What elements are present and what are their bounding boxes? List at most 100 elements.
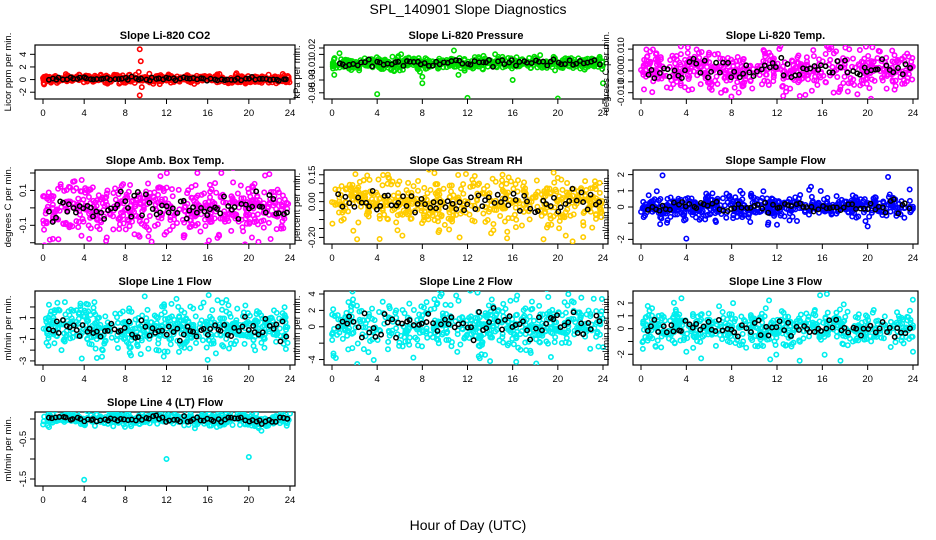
data-point (587, 313, 594, 320)
data-point (254, 221, 261, 228)
hourly-point (453, 206, 460, 213)
data-point (184, 200, 191, 207)
hourly-point (800, 203, 807, 210)
data-point (57, 181, 64, 188)
data-point (469, 176, 476, 183)
data-point (480, 321, 487, 328)
hourly-point (365, 56, 372, 63)
outlier-point (331, 71, 338, 78)
data-point (906, 186, 913, 193)
hourly-point (366, 329, 373, 336)
hourly-point (765, 209, 772, 216)
data-point (513, 358, 520, 365)
hourly-point (483, 325, 490, 332)
points-sampleflow (638, 172, 916, 242)
hourly-point (562, 61, 568, 67)
hourly-point (373, 206, 380, 213)
hourly-point (104, 327, 111, 334)
data-point (205, 336, 212, 343)
plot-frame (34, 169, 296, 245)
data-point (589, 224, 596, 231)
data-point (528, 306, 535, 313)
data-point (78, 232, 85, 239)
hourly-point (239, 323, 246, 330)
data-point (175, 303, 182, 310)
hourly-point (256, 75, 263, 82)
hourly-point (50, 327, 57, 334)
data-point (202, 223, 209, 230)
hourly-point (467, 61, 474, 68)
data-point (513, 312, 520, 319)
data-point (61, 299, 68, 306)
data-point (507, 297, 514, 304)
hourly-point (573, 197, 580, 204)
hourly-point (536, 314, 542, 321)
panel-ambbox: Slope Amb. Box Temp.degrees C per min.0 4… (3, 155, 296, 264)
data-point (434, 214, 441, 221)
data-point (406, 300, 413, 307)
data-point (75, 224, 82, 231)
hourly-point (381, 192, 388, 199)
hourly-point (193, 333, 200, 340)
data-point (334, 312, 341, 319)
data-point (275, 189, 282, 196)
outlier-point (204, 356, 211, 363)
data-point (102, 313, 109, 320)
hourly-point (505, 202, 512, 209)
hourly-point (550, 56, 557, 63)
hourly-point (370, 325, 377, 332)
data-point (445, 337, 452, 344)
data-point (461, 65, 468, 72)
hourly-point (169, 205, 176, 212)
outlier-point (58, 347, 65, 354)
hourly-point (139, 212, 145, 219)
hourly-point (728, 205, 734, 212)
data-point (431, 296, 438, 303)
data-point (139, 195, 146, 202)
data-point (511, 331, 518, 338)
data-point (490, 227, 497, 234)
outlier-point (554, 95, 561, 99)
data-point (185, 187, 192, 194)
hourly-point (412, 209, 419, 216)
data-point (770, 68, 777, 75)
hourly-point (874, 66, 881, 73)
data-point (663, 72, 670, 79)
data-point (709, 190, 716, 197)
hourly-point (90, 76, 97, 83)
data-point (126, 223, 133, 230)
data-point (592, 211, 599, 218)
data-point (112, 185, 119, 192)
data-point (547, 215, 554, 222)
data-point (41, 193, 48, 200)
data-point (406, 341, 413, 348)
hourly-point (580, 199, 587, 206)
data-point (198, 317, 205, 324)
data-point (83, 300, 90, 307)
data-point (564, 179, 571, 186)
data-point (734, 79, 741, 86)
hourly-point (547, 203, 554, 210)
data-point (84, 336, 91, 343)
hourly-point (418, 320, 425, 327)
y-axis-label: degrees C per min. (601, 32, 612, 113)
data-point (532, 194, 539, 201)
hourly-point (121, 324, 128, 331)
data-point (722, 87, 729, 94)
data-point (537, 52, 544, 59)
hourly-point (569, 185, 576, 192)
hourly-point (126, 318, 132, 325)
data-point (889, 77, 896, 84)
hourly-point (761, 62, 768, 69)
hourly-point (513, 62, 519, 69)
data-point (379, 298, 386, 305)
hourly-point (788, 203, 795, 209)
data-point (837, 86, 844, 93)
data-point (585, 326, 592, 333)
data-point (837, 83, 844, 90)
x-tick-label: 8 (420, 374, 425, 385)
hourly-point (565, 319, 572, 326)
plot-frame (632, 290, 919, 366)
data-point (262, 172, 269, 179)
